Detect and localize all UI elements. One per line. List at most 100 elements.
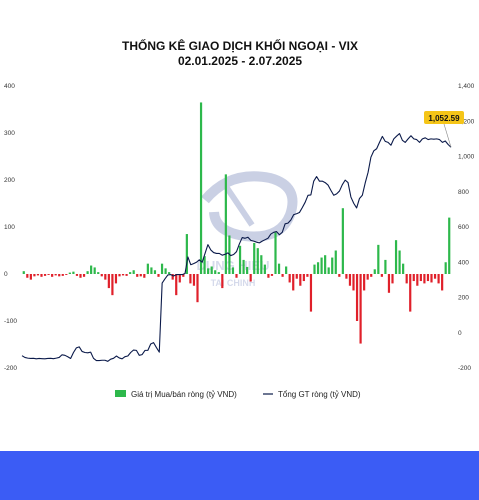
bar <box>359 274 362 344</box>
bar <box>65 274 68 275</box>
bar <box>104 274 107 280</box>
bar <box>58 274 61 277</box>
bar <box>82 274 86 277</box>
bar <box>437 274 440 284</box>
bar <box>238 245 242 274</box>
bar <box>419 274 422 282</box>
bar <box>100 274 103 277</box>
left-tick-label: -100 <box>4 318 17 325</box>
bar <box>316 262 320 274</box>
left-tick-label: -200 <box>4 365 17 372</box>
callout-pointer <box>443 123 452 148</box>
bar <box>231 267 235 274</box>
callout-text: 1,052.59 <box>428 114 460 123</box>
bar <box>309 274 313 312</box>
bar <box>40 274 43 277</box>
bar <box>416 274 419 286</box>
bar <box>29 274 32 280</box>
watermark-sub: TAI CHINH <box>211 278 256 288</box>
legend: Giá trị Mua/bán ròng (tỷ VND) Tổng GT rò… <box>115 390 361 399</box>
bar <box>150 267 153 274</box>
bar <box>22 271 25 274</box>
right-tick-label: 1,400 <box>458 83 475 90</box>
bar <box>51 274 54 277</box>
bar <box>189 274 192 284</box>
footer-band <box>0 451 479 500</box>
bar <box>444 262 447 274</box>
bar <box>334 250 337 274</box>
chart-title-line1: THỐNG KÊ GIAO DỊCH KHỐI NGOẠI - VIX <box>122 38 358 53</box>
bar <box>405 274 408 284</box>
right-tick-label: 400 <box>458 259 469 266</box>
bar <box>274 232 277 274</box>
bar <box>97 272 100 274</box>
bar <box>288 274 291 283</box>
left-tick-label: 300 <box>4 130 15 137</box>
bar <box>363 274 366 291</box>
bar <box>132 270 135 274</box>
bar <box>235 274 238 278</box>
bar <box>299 274 302 286</box>
bar <box>79 274 82 278</box>
bar <box>153 270 157 274</box>
bar <box>281 274 284 277</box>
left-tick-label: 400 <box>4 83 15 90</box>
bar <box>295 274 298 279</box>
bar <box>43 274 47 276</box>
bar <box>210 266 213 274</box>
bar <box>306 274 309 277</box>
bar <box>196 274 199 303</box>
bar <box>377 244 380 274</box>
bar <box>75 274 79 276</box>
bar <box>355 274 359 321</box>
bar <box>86 271 89 274</box>
bar <box>146 263 149 274</box>
cumulative-line <box>21 133 452 362</box>
bar <box>182 274 185 277</box>
bar <box>260 255 263 274</box>
bar-series <box>22 102 451 344</box>
callout-box <box>424 111 464 124</box>
watermark-brand: DUNG HIEU <box>197 258 270 273</box>
bar <box>285 266 288 274</box>
right-tick-label: 600 <box>458 224 469 231</box>
right-tick-label: -200 <box>458 365 471 372</box>
bar <box>68 272 71 274</box>
right-tick-label: 1,200 <box>458 118 475 125</box>
bar <box>164 268 167 274</box>
bar <box>423 274 426 284</box>
bar <box>345 274 348 279</box>
bar <box>107 274 110 289</box>
bar <box>199 102 203 274</box>
bar <box>320 257 323 274</box>
left-tick-label: 0 <box>4 271 8 278</box>
bar <box>292 274 295 291</box>
bar <box>160 263 164 274</box>
bar <box>217 272 220 274</box>
left-tick-label: 100 <box>4 224 15 231</box>
right-tick-label: 1,000 <box>458 154 475 161</box>
bar <box>114 274 118 284</box>
right-tick-label: 0 <box>458 330 462 337</box>
bar <box>171 274 174 280</box>
bar <box>267 274 270 278</box>
bar <box>242 259 245 274</box>
bar <box>33 274 36 277</box>
bar <box>448 217 451 274</box>
bar <box>256 248 259 274</box>
bar <box>61 274 64 276</box>
right-axis: 1,400 1,200 1,000 800 600 400 200 0 -200 <box>458 83 475 372</box>
bar <box>433 274 437 279</box>
bar <box>175 274 178 296</box>
bar <box>192 274 196 286</box>
chart-title-line2: 02.01.2025 - 2.07.2025 <box>178 54 302 68</box>
bar <box>93 267 96 274</box>
bar <box>387 274 391 293</box>
bar <box>246 266 249 274</box>
bar <box>398 250 401 274</box>
bar <box>36 274 40 276</box>
bar <box>203 256 206 274</box>
bar <box>253 242 256 274</box>
bar <box>26 274 29 278</box>
bar <box>324 255 327 274</box>
